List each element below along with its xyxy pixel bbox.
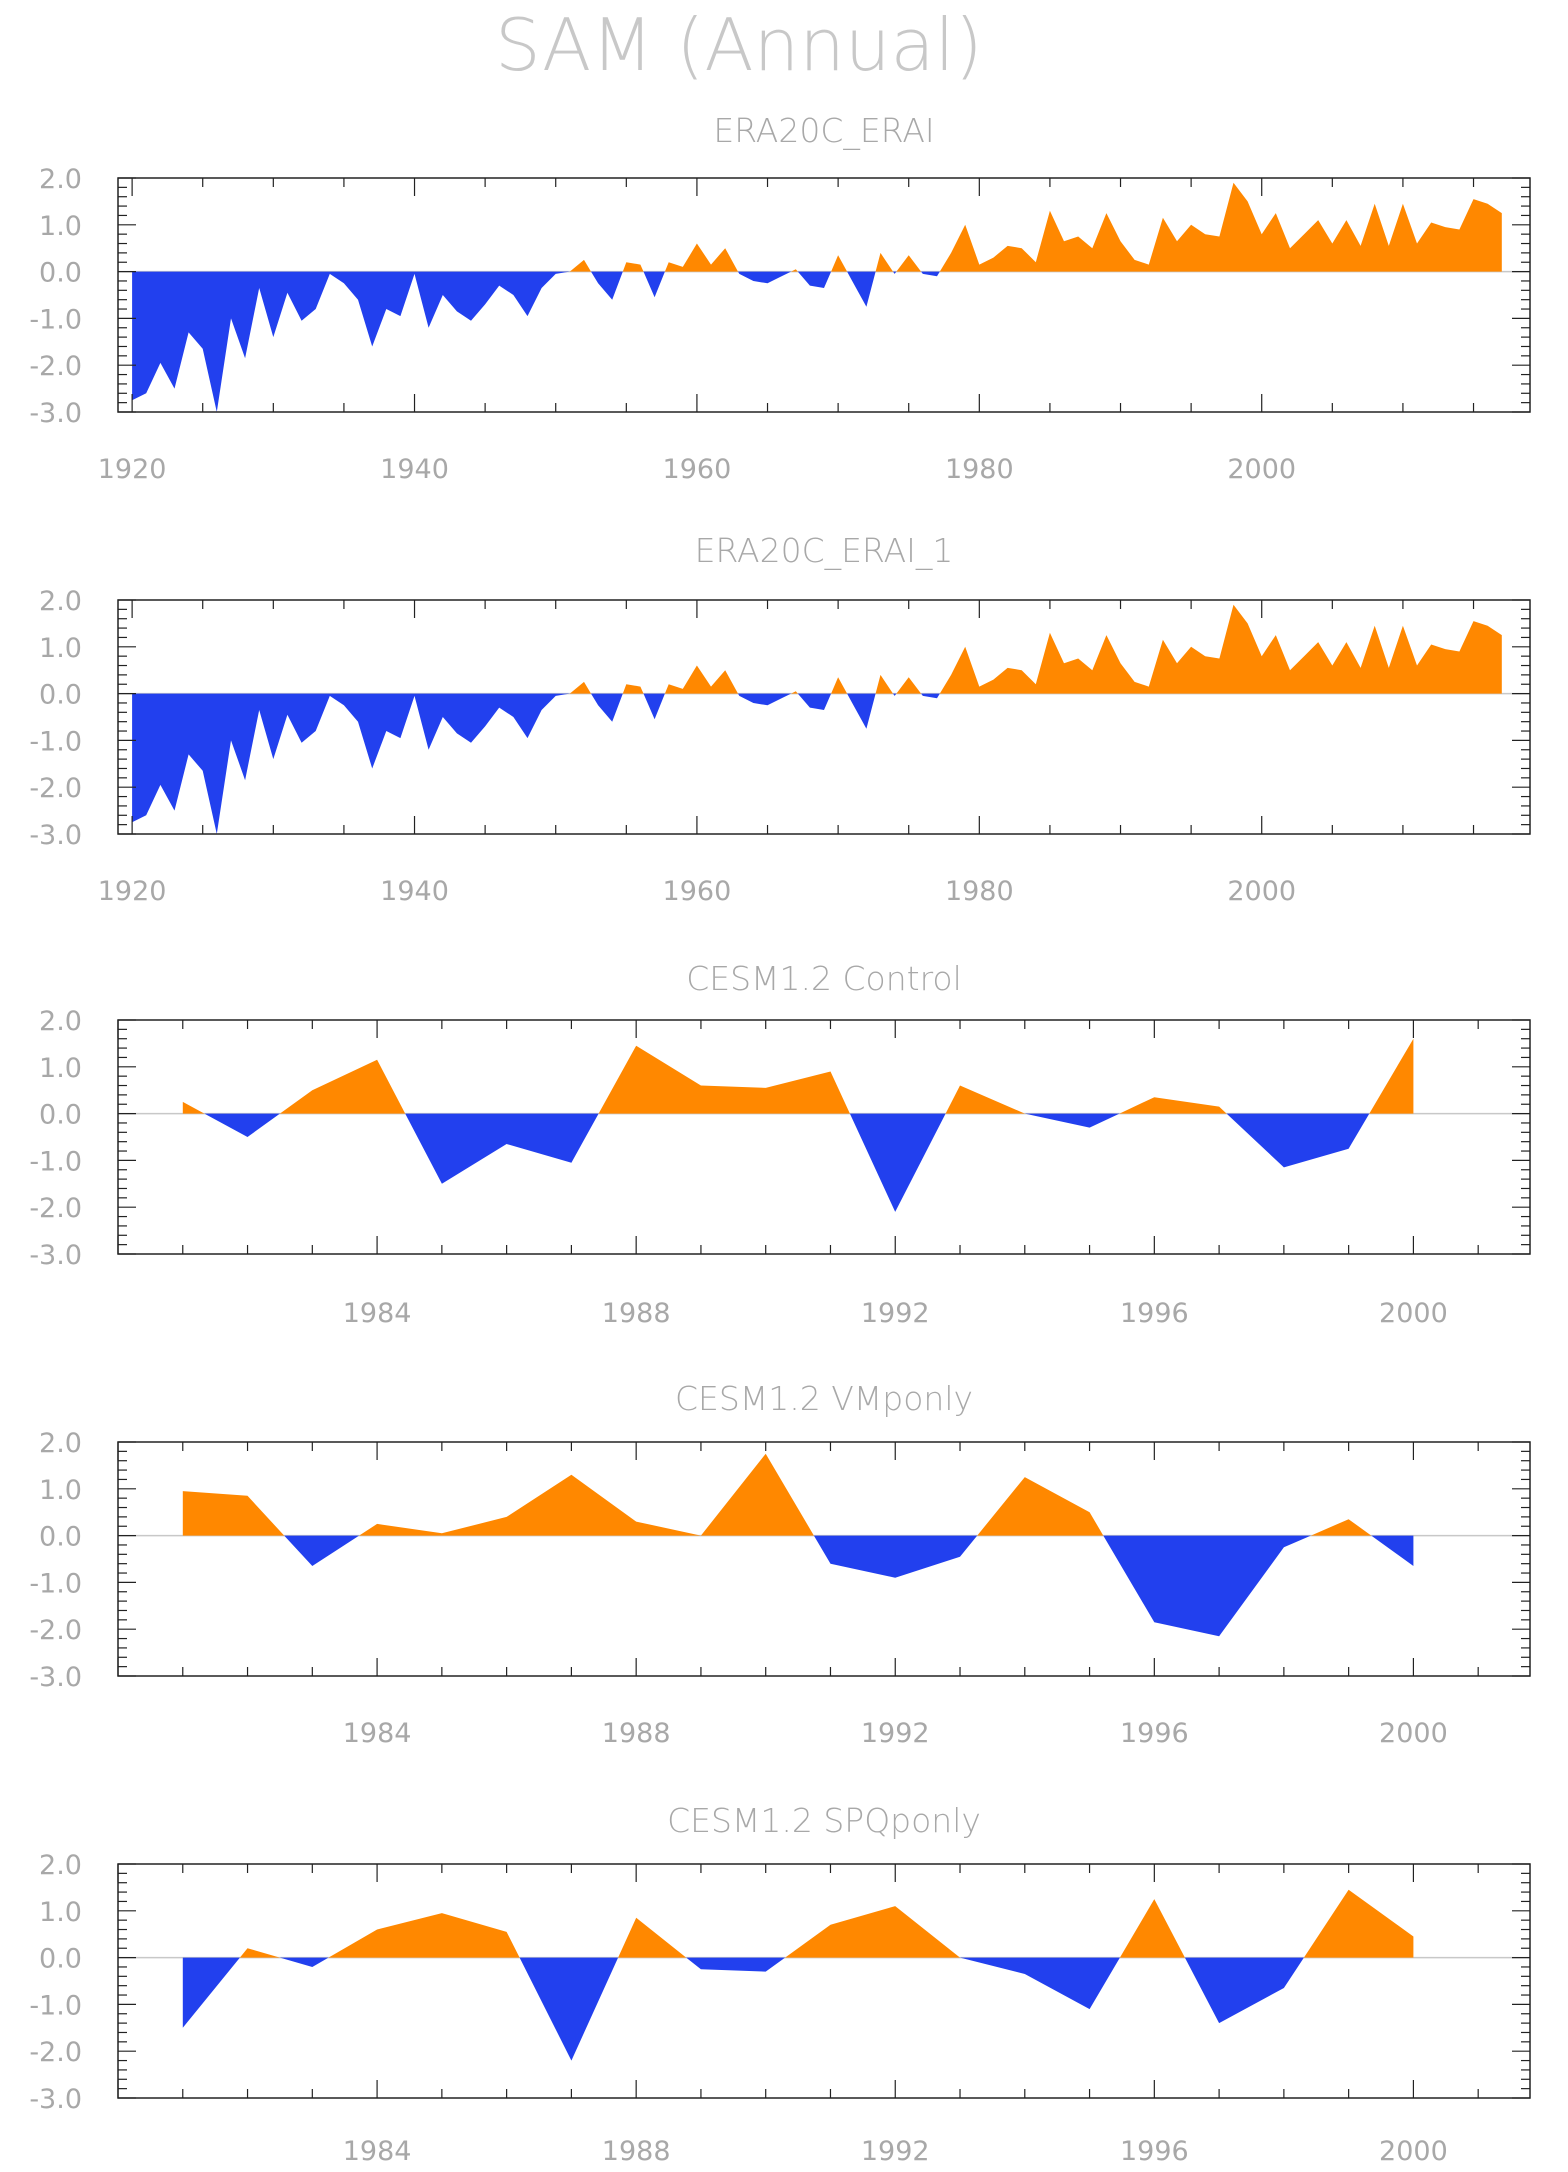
x-tick-label: 1992: [861, 1298, 930, 1329]
y-tick-label: 1.0: [39, 633, 82, 664]
x-tick-label: 2000: [1379, 1718, 1448, 1749]
plot-frame: [117, 177, 1531, 413]
x-tick-label: 1984: [343, 2136, 412, 2167]
y-tick-label: 1.0: [39, 1897, 82, 1928]
x-tick-label: 1940: [380, 454, 449, 485]
plot-frame: [117, 1441, 1531, 1677]
panel-title: CESM1.2 VMponly: [675, 1379, 973, 1418]
negative-area: [182, 1535, 1414, 1637]
y-tick-label: -2.0: [29, 351, 82, 382]
positive-area: [182, 1453, 1414, 1536]
x-tick-label: 2000: [1379, 2136, 1448, 2167]
panel-3: CESM1.2 Control 2.0 1.0 0.0 -1.0 -2.0 -3.0 1984…: [29, 959, 1531, 1329]
y-tick-label: -1.0: [29, 726, 82, 757]
panel-2: ERA20C_ERAI_1 2.0 1.0 0.0 -1.0 -2.0 -3.0 1920 19…: [29, 531, 1531, 907]
x-tick-label: 1996: [1120, 2136, 1189, 2167]
x-tick-label: 1996: [1120, 1298, 1189, 1329]
y-tick-label: -1.0: [29, 1146, 82, 1177]
y-tick-label: 1.0: [39, 211, 82, 242]
y-tick-label: -3.0: [29, 820, 82, 851]
panel-title: ERA20C_ERAI: [713, 111, 934, 151]
plot-frame: [117, 1863, 1531, 2099]
y-tick-label: 2.0: [39, 586, 82, 617]
x-tick-label: 1988: [602, 1298, 671, 1329]
x-tick-label: 1996: [1120, 1718, 1189, 1749]
y-tick-label: -3.0: [29, 2084, 82, 2115]
x-tick-label: 1992: [861, 1718, 930, 1749]
y-tick-label: -2.0: [29, 1193, 82, 1224]
x-tick-label: 2000: [1227, 876, 1296, 907]
y-tick-label: 2.0: [39, 164, 82, 195]
x-tick-label: 1920: [98, 454, 167, 485]
x-tick-label: 1960: [663, 876, 732, 907]
y-tick-label: 0.0: [39, 1522, 82, 1553]
panel-title: CESM1.2 SPQponly: [667, 1801, 981, 1840]
x-tick-label: 1988: [602, 2136, 671, 2167]
x-tick-label: 2000: [1227, 454, 1296, 485]
y-tick-label: 1.0: [39, 1475, 82, 1506]
positive-area: [182, 1038, 1414, 1114]
x-tick-label: 1992: [861, 2136, 930, 2167]
negative-area: [132, 693, 1502, 834]
x-tick-label: 1988: [602, 1718, 671, 1749]
y-tick-label: 0.0: [39, 680, 82, 711]
negative-area: [182, 1957, 1414, 2061]
y-tick-label: 2.0: [39, 1428, 82, 1459]
y-tick-label: -2.0: [29, 2037, 82, 2068]
figure-title: SAM (Annual): [495, 3, 983, 87]
y-tick-label: -1.0: [29, 304, 82, 335]
x-tick-label: 1984: [343, 1298, 412, 1329]
x-tick-label: 2000: [1379, 1298, 1448, 1329]
y-tick-label: 0.0: [39, 1944, 82, 1975]
plot-frame: [117, 599, 1531, 835]
y-tick-label: -3.0: [29, 1240, 82, 1271]
panel-title: CESM1.2 Control: [686, 959, 962, 998]
y-tick-label: -2.0: [29, 1615, 82, 1646]
x-tick-label: 1984: [343, 1718, 412, 1749]
x-tick-label: 1940: [380, 876, 449, 907]
panel-4: CESM1.2 VMponly 2.0 1.0 0.0 -1.0 -2.0 -3.0 1984…: [29, 1379, 1531, 1749]
y-tick-label: -3.0: [29, 398, 82, 429]
panel-title: ERA20C_ERAI_1: [695, 531, 954, 571]
y-tick-label: 0.0: [39, 1100, 82, 1131]
positive-area: [132, 182, 1502, 272]
positive-area: [182, 1889, 1414, 1958]
y-tick-label: -1.0: [29, 1990, 82, 2021]
x-tick-label: 1980: [945, 454, 1014, 485]
panel-1: ERA20C_ERAI 2.0 1.0 0.0 -1.0 -2.0 -3.0 1920 1940…: [29, 111, 1531, 485]
x-tick-label: 1980: [945, 876, 1014, 907]
y-tick-label: -3.0: [29, 1662, 82, 1693]
negative-area: [182, 1113, 1414, 1212]
y-tick-label: 0.0: [39, 258, 82, 289]
y-tick-label: 1.0: [39, 1053, 82, 1084]
y-tick-label: -1.0: [29, 1568, 82, 1599]
x-tick-label: 1920: [98, 876, 167, 907]
negative-area: [132, 271, 1502, 412]
positive-area: [132, 604, 1502, 694]
plot-frame: [117, 1019, 1531, 1255]
y-tick-label: 2.0: [39, 1006, 82, 1037]
panel-5: CESM1.2 SPQponly 2.0 1.0 0.0 -1.0 -2.0 -3.0 198…: [29, 1801, 1531, 2167]
y-tick-label: 2.0: [39, 1850, 82, 1881]
x-tick-label: 1960: [663, 454, 732, 485]
y-tick-label: -2.0: [29, 773, 82, 804]
